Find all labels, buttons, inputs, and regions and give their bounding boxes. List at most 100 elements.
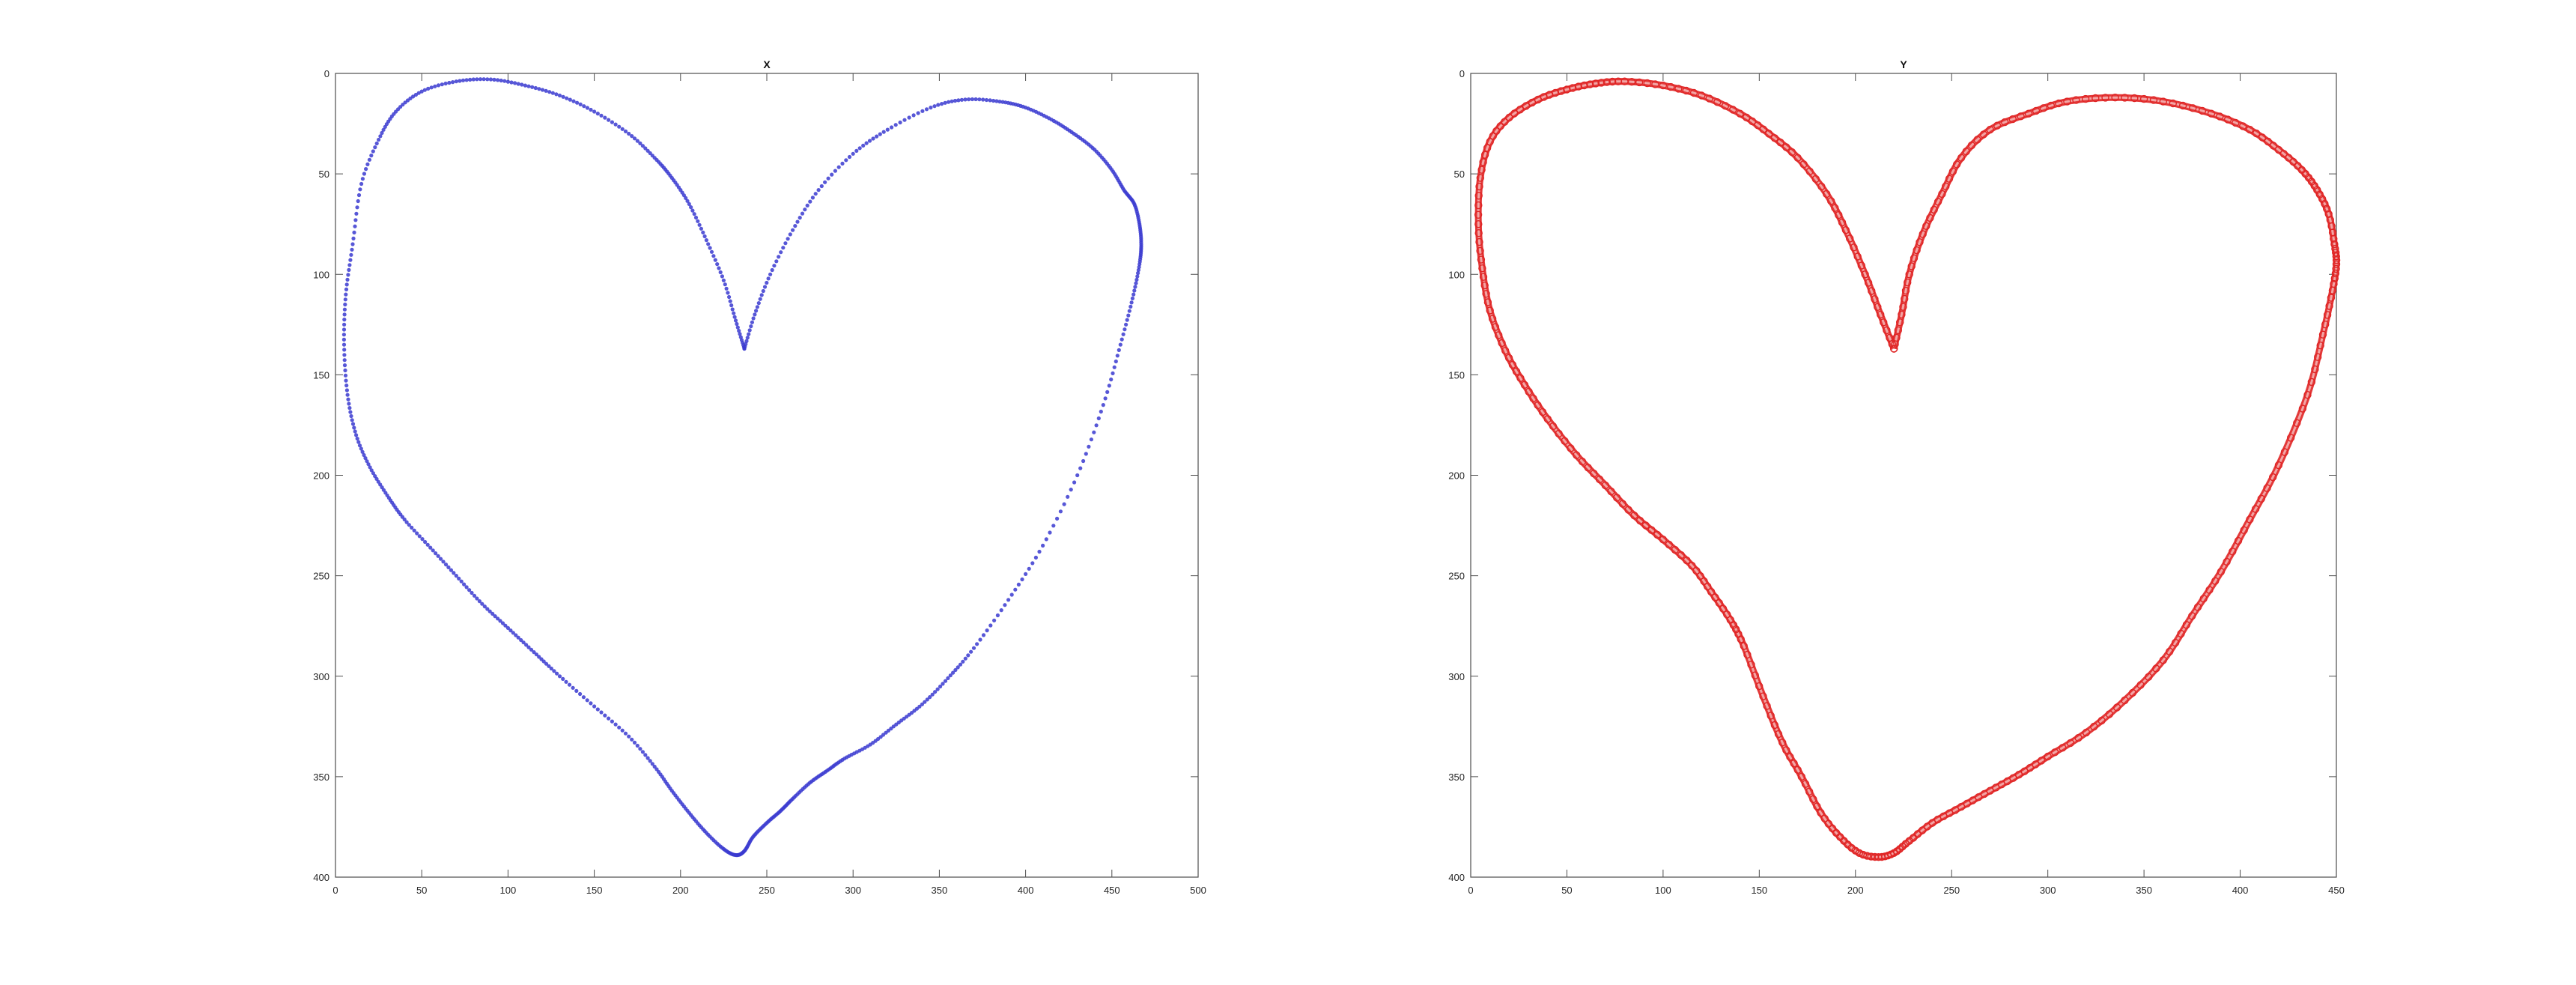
subplot-y-data-point — [1479, 158, 1487, 166]
subplot-x-data-point — [738, 335, 743, 339]
subplot-x-data-point — [984, 97, 988, 103]
subplot-x-data-point — [871, 136, 875, 141]
subplot-x-data-point — [451, 80, 455, 85]
subplot-x-data-point — [532, 650, 536, 655]
subplot-x-data-point — [620, 728, 625, 733]
subplot-y-data-point — [2211, 577, 2220, 585]
subplot-x-data-point — [1003, 603, 1007, 607]
subplot-x-data-point — [381, 127, 386, 132]
subplot-x-data-point — [941, 682, 945, 686]
subplot-x-data-point — [431, 548, 435, 553]
subplot-x-data-point — [519, 637, 523, 643]
subplot-y-data-point — [1933, 815, 1942, 824]
subplot-y-data-point — [1474, 229, 1483, 237]
subplot-x-ytick-label: 350 — [313, 772, 329, 783]
subplot-x-data-point — [844, 158, 848, 163]
subplot-x-data-point — [875, 134, 879, 139]
subplot-x-data-point — [1117, 348, 1121, 352]
subplot-x-data-point — [735, 325, 740, 330]
subplot-y-data-point — [2217, 568, 2226, 576]
subplot-y-data-point — [1474, 201, 1483, 210]
subplot-x-data-point — [690, 208, 695, 213]
subplot-x-data-point — [1044, 537, 1048, 542]
subplot-y-data-point — [1659, 536, 1668, 544]
subplot-x-data-point — [592, 704, 597, 709]
subplot-y-data-point — [1895, 318, 1904, 327]
subplot-y-data-point — [2246, 515, 2254, 524]
subplot-y-data-point — [1516, 106, 1525, 114]
subplot-y-data-point — [1573, 451, 1581, 459]
subplot-x-ytick-label: 400 — [313, 872, 329, 883]
subplot-y-data-point — [1957, 802, 1966, 811]
subplot-x-data-point — [975, 642, 979, 646]
subplot-y-xtick-label: 400 — [2232, 885, 2249, 896]
subplot-x-data-point — [969, 649, 973, 654]
subplot-x-data-point — [997, 100, 1002, 104]
subplot-x-data-point — [516, 635, 520, 640]
subplot-x-data-point — [810, 196, 815, 200]
subplot-x-data-point — [423, 539, 428, 545]
subplot-y-data-point — [2020, 767, 2029, 775]
subplot-x-data-point — [498, 619, 502, 623]
subplot-x-data-point — [359, 181, 364, 187]
subplot-x-data-point — [342, 363, 347, 368]
subplot-x-data-point — [346, 397, 350, 401]
subplot-y-data-point — [2321, 321, 2330, 329]
subplot-x-data-point — [1048, 530, 1052, 535]
subplot-x-data-point — [357, 443, 362, 448]
subplot-y-data-point — [1612, 494, 1621, 502]
subplot-y-data-point — [1659, 81, 1668, 90]
subplot-x-data-point — [733, 318, 738, 323]
subplot-x-data-point — [420, 537, 425, 542]
subplot-y-data-point — [1743, 650, 1752, 659]
subplot-x-data-point — [917, 704, 922, 709]
subplot-x-data-point — [355, 437, 359, 441]
subplot-y-data-point — [1647, 526, 1656, 534]
subplot-x-data-point — [1020, 577, 1024, 582]
subplot-y-data-point — [2318, 330, 2327, 339]
subplot-x-data-point — [508, 628, 513, 633]
subplot-y-data-point — [1755, 682, 1764, 691]
subplot-x-data-point — [886, 728, 890, 733]
subplot-y-data-point — [1479, 273, 1488, 281]
subplot-y-data-point — [1731, 625, 1740, 634]
subplot-y-data-point — [2130, 94, 2139, 103]
subplot-y-data-point — [1916, 238, 1924, 246]
subplot-y-data-point — [1824, 819, 1833, 828]
subplot-x-data-point — [1078, 466, 1083, 470]
subplot-y-data-point — [1496, 122, 1504, 130]
subplot-y-ytick-label: 50 — [1454, 169, 1465, 180]
subplot-x-data-point — [933, 690, 938, 694]
subplot-x-data-point — [505, 625, 511, 631]
subplot-y-data-point — [2182, 621, 2191, 629]
subplot-x-data-point — [881, 130, 886, 134]
subplot-y-data-point — [2097, 716, 2106, 725]
subplot-y-data-point — [1850, 243, 1858, 252]
subplot-y-data-point — [1476, 174, 1485, 182]
subplot-x-data-point — [685, 198, 690, 203]
subplot-y-data-point — [2063, 97, 2071, 106]
subplot-y-data-point — [1855, 849, 1864, 858]
subplot-y-data-point — [2289, 157, 2297, 166]
subplot-y-data-point — [1635, 516, 1644, 525]
subplot-y-data-point — [1910, 254, 1919, 262]
subplot-x-data-point — [443, 563, 449, 567]
subplot-y-data-point — [1905, 270, 1913, 279]
subplot-y-data-point — [1973, 136, 1981, 144]
subplot-y-data-point — [1805, 167, 1814, 176]
subplot-x-data-point — [350, 242, 355, 246]
subplot-y-data-point — [2092, 94, 2100, 103]
subplot-y-data-point — [1483, 144, 1492, 152]
subplot-y-data-point — [1851, 846, 1860, 855]
subplot-x-data-point — [358, 187, 362, 192]
subplot-x-data-point — [967, 97, 971, 102]
subplot-x-data-point — [526, 645, 531, 649]
subplot-y-data-point — [2032, 106, 2041, 115]
subplot-y-data-point — [1939, 812, 1948, 821]
subplot-y-data-point — [2169, 99, 2178, 108]
subplot-y-data-point — [1555, 429, 1563, 438]
subplot-y-data-point — [1993, 121, 2002, 130]
subplot-y-data-point — [1476, 246, 1484, 255]
subplot-y-data-point — [1980, 789, 1989, 798]
subplot-y-data-point — [1510, 109, 1519, 118]
